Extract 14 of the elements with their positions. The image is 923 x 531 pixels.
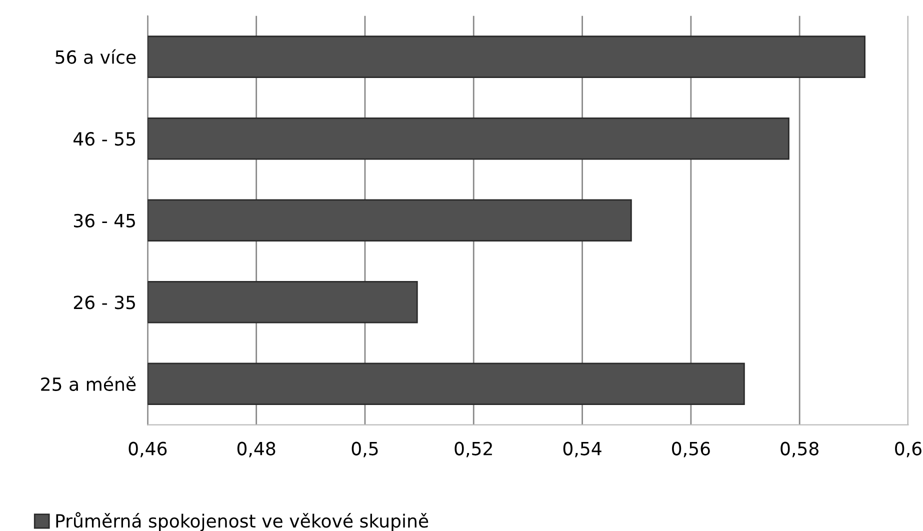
y-tick-label: 25 a méně — [41, 376, 136, 392]
legend-label: Průměrná spokojenost ve věkové skupině — [56, 512, 428, 531]
y-tick-label: 56 a více — [56, 49, 136, 64]
x-tick-label: 0,5 — [352, 442, 378, 458]
x-tick-label: 0,56 — [672, 442, 710, 458]
y-tick-label: 46 - 55 — [74, 132, 135, 146]
x-tick-label: 0,54 — [563, 442, 602, 458]
x-tick-label: 0,48 — [237, 442, 276, 458]
y-tick-label: 36 - 45 — [74, 214, 135, 228]
x-tick-label: 0,46 — [128, 442, 167, 458]
y-tick-label: 26 - 35 — [74, 296, 135, 310]
x-tick-label: 0,6 — [895, 442, 922, 458]
x-tick-label: 0,52 — [454, 442, 492, 458]
x-tick-label: 0,58 — [780, 442, 818, 458]
